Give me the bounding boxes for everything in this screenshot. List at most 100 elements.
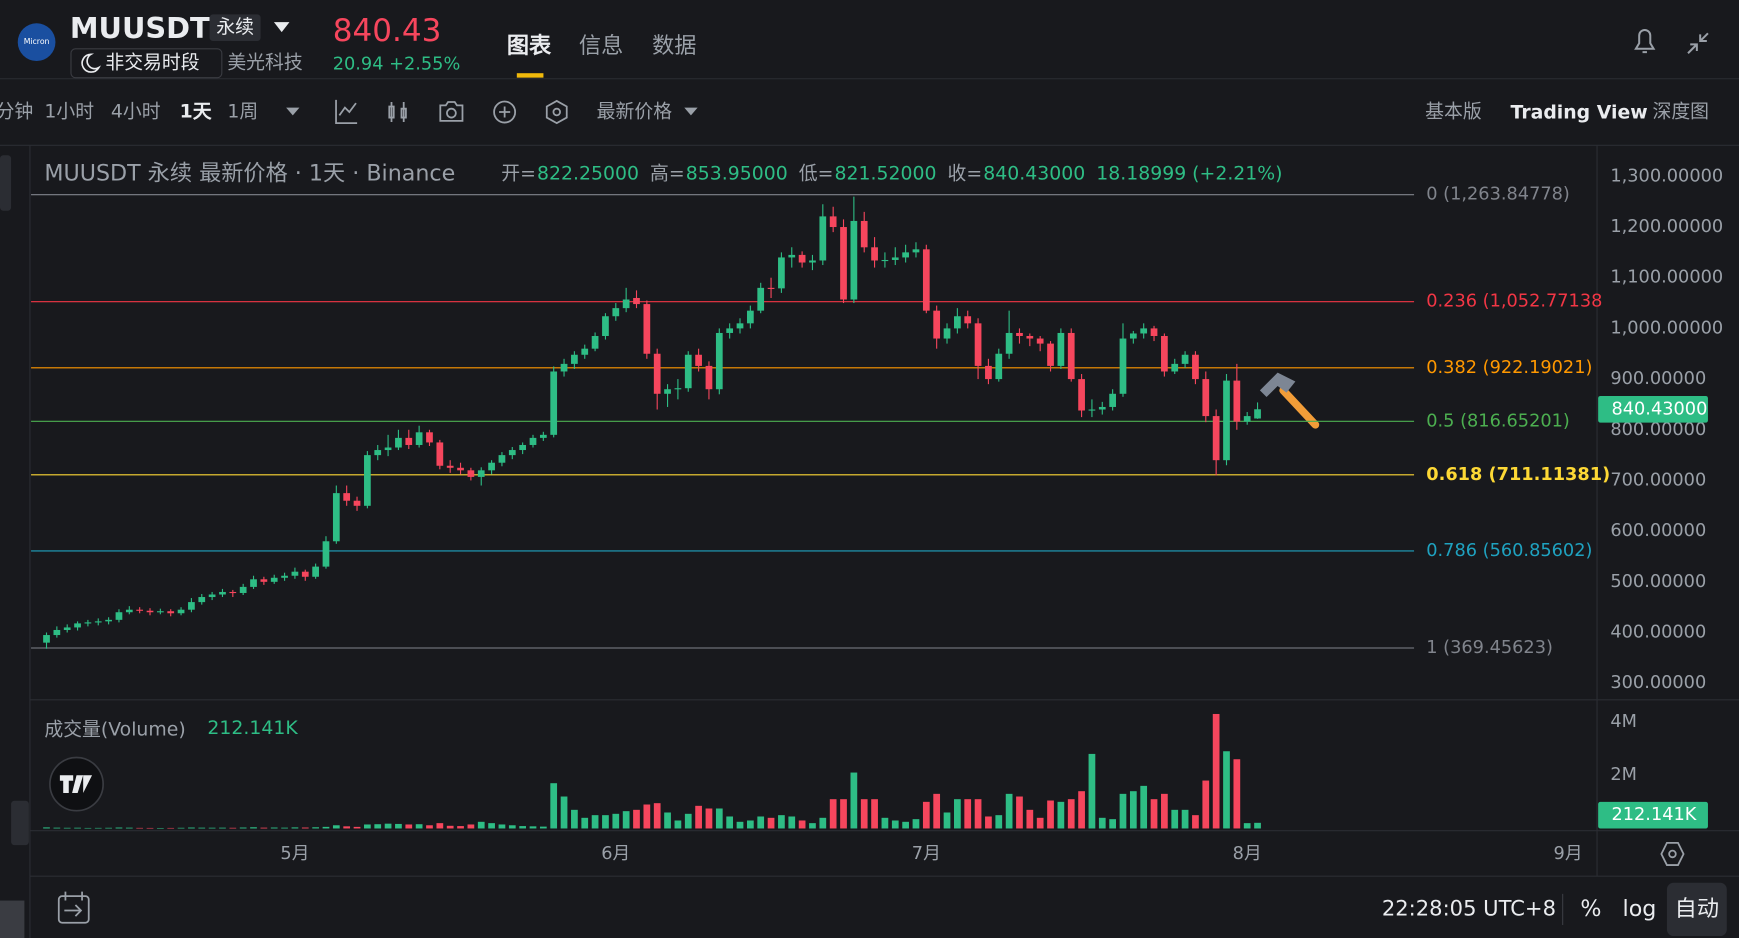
- collapse-icon[interactable]: [1687, 32, 1709, 54]
- interval[interactable]: 1小时: [44, 101, 94, 123]
- candle-body: [1212, 416, 1220, 461]
- price-source[interactable]: 最新价格: [597, 101, 673, 123]
- volume-bar: [188, 827, 195, 829]
- tab[interactable]: 数据: [652, 33, 696, 59]
- session-status: 非交易时段: [105, 52, 199, 74]
- change-label: 18.18999 (+2.21%): [1096, 164, 1282, 185]
- tab[interactable]: 图表: [507, 33, 552, 59]
- volume-bar: [1057, 801, 1065, 829]
- indicator-icon[interactable]: [335, 99, 358, 124]
- candle-body: [1161, 336, 1168, 372]
- volume-bar: [332, 825, 340, 829]
- x-tick-label: 8月: [1233, 844, 1262, 864]
- volume-bar: [550, 783, 558, 829]
- ohlc-value: 821.52000: [835, 164, 937, 185]
- candle-body: [974, 323, 982, 366]
- dropdown-arrow[interactable]: [684, 107, 698, 116]
- candle-body: [405, 437, 413, 445]
- candle-body: [715, 332, 723, 390]
- view-mode[interactable]: 基本版: [1425, 101, 1482, 123]
- candle-body: [115, 612, 123, 620]
- volume-bar: [1233, 759, 1241, 829]
- tab[interactable]: 信息: [579, 33, 623, 59]
- candle-body: [291, 571, 299, 576]
- candle-body: [695, 354, 702, 366]
- y-tick-label: 300.00000: [1610, 673, 1706, 693]
- percent-toggle[interactable]: %: [1580, 896, 1601, 922]
- interval-active[interactable]: 1天: [180, 102, 212, 123]
- volume-bar: [115, 827, 123, 829]
- view-mode[interactable]: 深度图: [1652, 101, 1709, 123]
- candle-icon[interactable]: [388, 102, 407, 122]
- settings-icon[interactable]: [545, 99, 568, 125]
- candle-body: [84, 622, 92, 624]
- candle-body: [933, 310, 941, 339]
- calendar-icon[interactable]: [57, 895, 90, 924]
- volume-bar: [146, 827, 154, 829]
- volume-bar: [1088, 753, 1096, 829]
- volume-last-box: [1598, 801, 1708, 829]
- volume-bar: [943, 812, 951, 829]
- volume-bar: [819, 817, 827, 829]
- volume-bar: [954, 799, 961, 829]
- candle-body: [53, 629, 61, 636]
- volume-bar: [177, 827, 185, 829]
- candle-body: [498, 455, 506, 463]
- add-icon[interactable]: [493, 100, 517, 124]
- candle-body: [922, 249, 930, 311]
- ohlc-label: 低=: [799, 163, 834, 185]
- interval[interactable]: 1周: [227, 102, 258, 123]
- interval[interactable]: 4小时: [111, 101, 161, 123]
- side-handle[interactable]: [0, 155, 12, 211]
- volume-bar: [322, 826, 330, 829]
- log-toggle[interactable]: log: [1623, 896, 1657, 922]
- view-mode-active[interactable]: Trading View: [1511, 103, 1648, 124]
- volume-bar: [415, 824, 423, 829]
- volume-bar: [985, 816, 992, 829]
- candle-body: [602, 316, 609, 337]
- last-price-box: [1598, 395, 1708, 423]
- volume-bar: [125, 827, 133, 829]
- candle-body: [943, 328, 951, 339]
- candle-body: [767, 287, 775, 289]
- bell-icon[interactable]: [1634, 29, 1656, 54]
- dropdown-arrow[interactable]: [273, 22, 290, 33]
- axis-settings-icon[interactable]: [1660, 841, 1685, 866]
- candle-body: [353, 500, 361, 506]
- candle-body: [457, 467, 464, 471]
- candle-body: [395, 437, 402, 448]
- moon-icon: [81, 53, 101, 73]
- side-handle[interactable]: [11, 800, 29, 846]
- more-arrow[interactable]: [286, 107, 300, 116]
- candle-body: [902, 252, 909, 258]
- symbol[interactable]: MUUSDT: [70, 11, 210, 45]
- candle-body: [871, 247, 878, 261]
- volume-bar: [281, 827, 288, 829]
- candle-body: [539, 434, 547, 438]
- y-tick-label: 500.00000: [1610, 572, 1706, 592]
- chart-title: MUUSDT 永续 最新价格 · 1天 · Binance: [44, 161, 455, 187]
- candle-body: [239, 586, 247, 593]
- candle-body: [1119, 338, 1127, 394]
- y-tick-label: 1,200.00000: [1610, 217, 1723, 237]
- add-icon-cross: [499, 106, 511, 118]
- candle-body: [1078, 379, 1085, 411]
- candle-body: [1088, 409, 1096, 411]
- volume-bar: [229, 827, 237, 829]
- interval[interactable]: 分钟: [0, 101, 33, 123]
- volume-bar: [788, 816, 796, 829]
- volume-bar: [809, 823, 816, 829]
- ohlc-value: 822.25000: [537, 164, 639, 185]
- candle-body: [343, 493, 351, 501]
- candle-body: [1192, 354, 1199, 380]
- volume-bar: [1171, 809, 1179, 829]
- candle-body: [74, 623, 81, 628]
- camera-icon[interactable]: [439, 101, 464, 122]
- auto-toggle[interactable]: 自动: [1675, 896, 1719, 922]
- candle-body: [1233, 380, 1241, 422]
- volume-bar: [270, 827, 278, 829]
- candle-body: [250, 579, 257, 587]
- candle-body: [1098, 406, 1106, 410]
